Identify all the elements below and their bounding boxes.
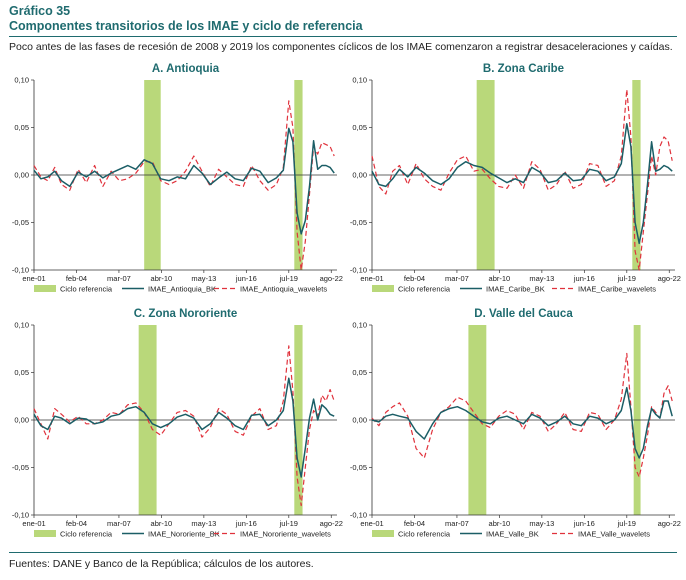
x-tick-label: abr-10: [151, 274, 173, 283]
y-tick-label: -0,10: [12, 266, 29, 275]
legend-label-band: Ciclo referencia: [60, 530, 113, 539]
legend-label-wavelets: IMAE_Caribe_wavelets: [578, 285, 656, 294]
y-tick-label: 0,00: [352, 416, 367, 425]
x-tick-label: jun-16: [235, 519, 257, 528]
x-tick-label: ene-01: [360, 274, 383, 283]
legend-label-bk: IMAE_Valle_BK: [486, 530, 539, 539]
y-tick-label: 0,00: [14, 416, 29, 425]
panel-title: D. Valle del Cauca: [474, 308, 573, 320]
x-tick-label: ene-01: [22, 274, 45, 283]
y-tick-label: -0,10: [12, 511, 29, 520]
footer-rule: [9, 552, 677, 553]
chart-antioquia: A. Antioquia -0,10 -0,05 0,00 0,05 0,10 ene-01…: [12, 63, 343, 294]
y-tick-label: -0,10: [350, 511, 367, 520]
legend-swatch-band: [34, 285, 56, 292]
chart-nororiente: C. Zona Nororiente -0,10 -0,05 0,00 0,05 0,10…: [12, 308, 343, 539]
x-tick-label: ene-01: [22, 519, 45, 528]
legend-label-band: Ciclo referencia: [60, 285, 113, 294]
legend-label-wavelets: IMAE_Valle_wavelets: [578, 530, 650, 539]
panel-d: D. Valle del Cauca -0,10 -0,05 0,00 0,05 0,10…: [342, 305, 682, 545]
x-tick-label: feb-04: [66, 519, 87, 528]
series-wavelets-line: [371, 352, 673, 478]
panel-title: B. Zona Caribe: [483, 63, 564, 75]
y-tick-label: 0,05: [352, 368, 367, 377]
x-tick-label: mar-07: [107, 274, 131, 283]
y-tick-label: -0,05: [350, 218, 367, 227]
x-tick-label: ago-22: [658, 519, 681, 528]
panel-c: C. Zona Nororiente -0,10 -0,05 0,00 0,05 0,10…: [4, 305, 344, 545]
x-tick-label: jun-16: [573, 519, 595, 528]
series-bk-line: [33, 127, 335, 235]
y-tick-label: 0,05: [14, 123, 29, 132]
panel-title: A. Antioquia: [152, 63, 220, 75]
y-tick-label: -0,10: [350, 266, 367, 275]
series-wavelets-line: [33, 100, 335, 271]
x-tick-label: jul-19: [617, 274, 636, 283]
x-tick-label: jun-16: [235, 274, 257, 283]
chart-number: Gráfico 35: [9, 4, 71, 18]
x-tick-label: feb-04: [404, 519, 425, 528]
y-tick-label: 0,10: [14, 76, 29, 85]
y-tick-label: 0,05: [14, 368, 29, 377]
x-tick-label: ene-01: [360, 519, 383, 528]
x-tick-label: jun-16: [573, 274, 595, 283]
x-tick-label: abr-10: [489, 519, 511, 528]
series-bk-line: [371, 386, 673, 459]
x-tick-label: may-13: [529, 274, 554, 283]
x-tick-label: may-13: [529, 519, 554, 528]
x-tick-label: jul-19: [279, 274, 298, 283]
legend-label-bk: IMAE_Caribe_BK: [486, 285, 545, 294]
panel-b: B. Zona Caribe -0,10 -0,05 0,00 0,05 0,10 ene-…: [342, 60, 682, 300]
x-tick-label: mar-07: [107, 519, 131, 528]
y-tick-label: 0,10: [352, 76, 367, 85]
legend-label-wavelets: IMAE_Antioquia_wavelets: [240, 285, 327, 294]
x-tick-label: ago-22: [320, 519, 343, 528]
x-tick-label: ago-22: [658, 274, 681, 283]
x-tick-label: ago-22: [320, 274, 343, 283]
x-tick-label: abr-10: [489, 274, 511, 283]
header-rule: [9, 36, 677, 37]
x-tick-label: may-13: [191, 274, 216, 283]
panel-a: A. Antioquia -0,10 -0,05 0,00 0,05 0,10 ene-01…: [4, 60, 344, 300]
legend-label-bk: IMAE_Nororiente_BK: [148, 530, 220, 539]
x-tick-label: may-13: [191, 519, 216, 528]
legend-label-band: Ciclo referencia: [398, 285, 451, 294]
x-tick-label: jul-19: [279, 519, 298, 528]
series-bk-line: [371, 122, 673, 245]
y-tick-label: -0,05: [12, 218, 29, 227]
x-tick-label: jul-19: [617, 519, 636, 528]
x-tick-label: abr-10: [151, 519, 173, 528]
legend-swatch-band: [372, 530, 394, 537]
chart-subtitle: Poco antes de las fases de recesión de 2…: [9, 41, 673, 53]
legend-label-bk: IMAE_Antioquia_BK: [148, 285, 216, 294]
x-tick-label: feb-04: [66, 274, 87, 283]
series-wavelets-line: [33, 345, 335, 507]
x-tick-label: mar-07: [445, 274, 469, 283]
x-tick-label: feb-04: [404, 274, 425, 283]
chart-header: Gráfico 35 Componentes transitorios de l…: [9, 4, 677, 34]
chart-source: Fuentes: DANE y Banco de la República; c…: [9, 558, 314, 570]
chart-caribe: B. Zona Caribe -0,10 -0,05 0,00 0,05 0,10 ene-…: [350, 63, 681, 294]
legend-label-band: Ciclo referencia: [398, 530, 451, 539]
legend-label-wavelets: IMAE_Nororiente_wavelets: [240, 530, 331, 539]
panel-title: C. Zona Nororiente: [134, 308, 238, 320]
legend-swatch-band: [372, 285, 394, 292]
chart-valle: D. Valle del Cauca -0,10 -0,05 0,00 0,05 0,10…: [350, 308, 681, 539]
y-tick-label: 0,10: [352, 321, 367, 330]
series-bk-line: [33, 377, 335, 478]
y-tick-label: 0,10: [14, 321, 29, 330]
y-tick-label: 0,05: [352, 123, 367, 132]
y-tick-label: 0,00: [352, 171, 367, 180]
legend-swatch-band: [34, 530, 56, 537]
chart-title: Componentes transitorios de los IMAE y c…: [9, 19, 363, 33]
y-tick-label: -0,05: [12, 463, 29, 472]
y-tick-label: -0,05: [350, 463, 367, 472]
y-tick-label: 0,00: [14, 171, 29, 180]
x-tick-label: mar-07: [445, 519, 469, 528]
series-wavelets-line: [371, 88, 673, 271]
